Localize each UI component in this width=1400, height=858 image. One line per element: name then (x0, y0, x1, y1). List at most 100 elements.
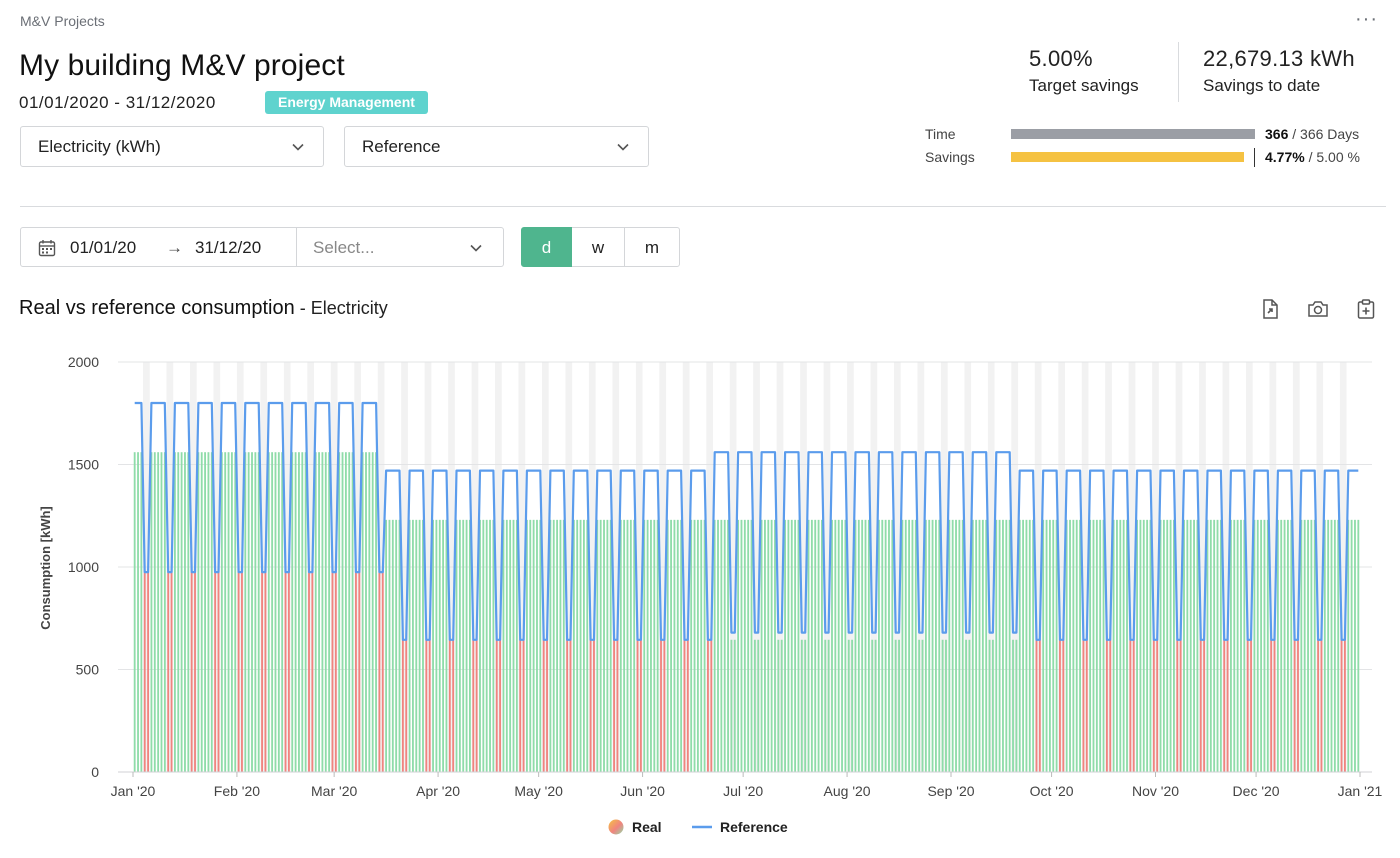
real-bar (894, 639, 897, 772)
period-select[interactable]: Select... (297, 227, 504, 267)
real-bar (928, 519, 931, 772)
real-bar (1129, 639, 1132, 772)
real-bar (951, 519, 954, 772)
export-file-icon[interactable] (1259, 298, 1281, 320)
real-bar (1015, 639, 1018, 772)
savings-progress-total: / 5.00 % (1304, 149, 1360, 165)
clipboard-add-icon[interactable] (1355, 298, 1377, 320)
real-bar (187, 452, 190, 772)
real-bar (381, 572, 384, 772)
calendar-icon (38, 240, 56, 257)
granularity-day-button[interactable]: d (521, 227, 572, 267)
real-bar (432, 519, 434, 772)
real-bar (1012, 639, 1014, 772)
date-range-picker[interactable]: 01/01/20 → 31/12/20 (20, 227, 297, 267)
real-bar (425, 639, 428, 772)
real-bar (737, 519, 740, 772)
legend-real-label: Real (632, 819, 662, 835)
real-bar (955, 519, 957, 772)
real-bar (422, 519, 424, 772)
real-bar (901, 519, 904, 772)
real-bar (1052, 519, 1055, 772)
real-bar (368, 452, 371, 772)
date-to[interactable]: 31/12/20 (195, 238, 262, 257)
real-bar (713, 519, 716, 772)
real-bar (1082, 639, 1085, 772)
real-bar (948, 519, 951, 772)
real-bar (676, 519, 679, 772)
real-bar (985, 519, 988, 772)
real-bar (160, 452, 163, 772)
x-tick-label: Apr '20 (416, 783, 460, 799)
real-bar (271, 452, 274, 772)
camera-icon[interactable] (1307, 298, 1329, 320)
real-bar (904, 519, 907, 772)
real-bar (385, 519, 388, 772)
real-bar (1022, 519, 1024, 772)
real-bar (274, 452, 277, 772)
real-bar (1293, 639, 1296, 772)
real-bar (143, 572, 146, 772)
real-bar (522, 639, 525, 772)
real-bar (1065, 519, 1068, 772)
real-bar (458, 519, 461, 772)
real-bar (200, 452, 203, 772)
real-bar (961, 519, 964, 772)
real-bar (412, 519, 414, 772)
real-bar (680, 519, 683, 772)
real-bar (1300, 519, 1303, 772)
real-bar (549, 519, 552, 772)
breadcrumb[interactable]: M&V Projects (20, 13, 105, 29)
real-bar (546, 639, 548, 772)
real-bar (1149, 519, 1152, 772)
granularity-week-button[interactable]: w (572, 227, 625, 267)
real-bar (378, 572, 381, 772)
real-bar (298, 452, 300, 772)
savings-progress-bar (1011, 148, 1255, 167)
real-bar (351, 452, 354, 772)
real-bar (284, 572, 287, 772)
real-bar (1112, 519, 1115, 772)
time-progress-text: 366 / 366 Days (1265, 126, 1359, 142)
category-badge: Energy Management (265, 91, 428, 114)
real-bar (529, 519, 532, 772)
real-bar (730, 639, 733, 772)
real-bar (998, 519, 1001, 772)
real-bar (365, 452, 367, 772)
real-bar (321, 452, 324, 772)
y-axis: 0 500 1000 1500 2000 (68, 354, 99, 780)
real-bar (408, 519, 411, 772)
real-bar (1183, 519, 1185, 772)
x-tick-label: May '20 (514, 783, 563, 799)
real-bar (428, 639, 431, 772)
real-bar (140, 452, 143, 772)
more-options-icon[interactable]: ··· (1355, 8, 1378, 30)
real-bar (398, 519, 401, 772)
date-from[interactable]: 01/01/20 (70, 238, 137, 257)
real-bar (338, 452, 341, 772)
real-bar (492, 519, 495, 772)
real-bar (375, 452, 377, 772)
real-bar (147, 572, 150, 772)
real-bar (502, 519, 505, 772)
real-bar (210, 452, 213, 772)
real-bar (1152, 639, 1155, 772)
real-bar (1240, 519, 1242, 772)
meter-select[interactable]: Electricity (kWh) (20, 126, 324, 167)
real-bar (489, 519, 491, 772)
granularity-month-button[interactable]: m (624, 227, 680, 267)
real-bar (173, 452, 176, 772)
real-bar (1189, 519, 1192, 772)
real-bar (1340, 639, 1343, 772)
real-bar (1330, 519, 1333, 772)
real-bar (1230, 519, 1232, 772)
real-bar (918, 639, 921, 772)
real-bar (1290, 519, 1293, 772)
real-bar (204, 452, 206, 772)
real-bar (938, 519, 941, 772)
time-progress-total: / 366 Days (1288, 126, 1360, 142)
reference-select[interactable]: Reference (344, 126, 649, 167)
real-bar (257, 452, 260, 772)
real-bar (1146, 519, 1149, 772)
real-bar (797, 519, 800, 772)
